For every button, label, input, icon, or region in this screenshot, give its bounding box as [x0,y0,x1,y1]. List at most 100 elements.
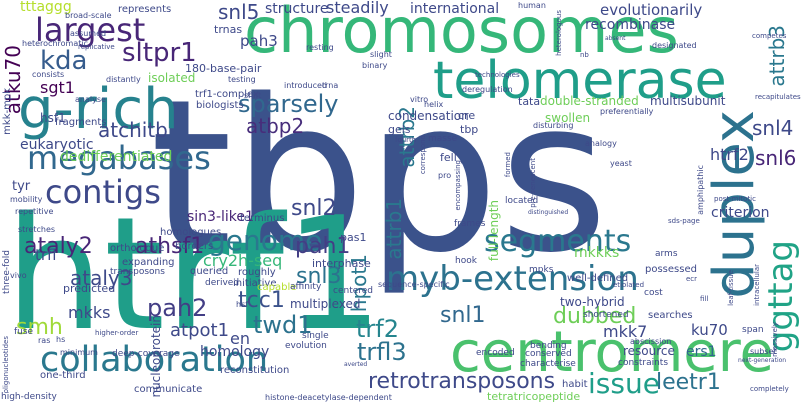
word-formed: formed [505,152,512,177]
word-tbp: tbp [460,124,478,135]
word-testing: testing [228,76,256,84]
word-averted: averted [344,362,367,368]
word-heterologous: heterologous [556,10,563,56]
word-orthologue: orthologue [110,244,164,254]
word-human: human [518,2,546,10]
word-tyr: tyr [12,180,30,193]
word-introduced: introduced [284,82,327,90]
word-180-base-pair: 180-base-pair [185,63,261,74]
word-ku70: ku70 [691,323,728,338]
word-binary: binary [362,62,387,70]
word-affinity: affinity [290,283,321,292]
word-post-mitotic: post-mitotic [714,196,756,203]
word-pre-senescent: pre-senescent [530,158,537,208]
word-biologists: biologists [196,101,244,111]
word-sgt1: sgt1 [40,80,75,96]
word-dedifferentiated: dedifferentiated [60,150,172,164]
word-trna: trna [322,82,338,90]
word-predicted: predicted [63,283,115,294]
word-pah3: pah3 [240,34,278,49]
word-interphase: interphase [312,258,371,269]
word-possessed: possessed [645,265,697,275]
word-repetitive: repetitive [15,208,53,216]
word-pas1: pas1 [340,232,366,243]
word-higher-order: higher-order [95,330,138,337]
word-fill: fill [700,296,708,303]
word-recapitulates: recapitulates [755,94,801,101]
word-cost: cost [644,289,663,298]
word-ggttag: ggttag [764,240,798,352]
word-tetratricopeptide: tetratricopeptide [487,391,580,402]
word-hook: hook [455,257,477,266]
word-stretches: stretches [18,226,55,234]
word-leetr1: leetr1 [656,372,721,394]
word-resource: resource [623,345,675,357]
word-nb: nb [580,52,589,59]
word-characterise: characterise [520,360,576,369]
word-shortened: shortened [583,311,629,320]
word-single: single [302,332,329,341]
word-distantly: distantly [106,76,141,84]
word-mkk-mpk: mkk-mpk [3,88,13,135]
word-minimum: minimum [60,349,98,357]
word-isolated: isolated [148,72,195,84]
word-abscission: abscission [630,338,671,346]
word-intracellular: intracellular [754,264,761,306]
word-broad-scale: broad-scale [65,12,112,20]
word-communicate: communicate [134,385,202,395]
word-high-density: high-density [1,393,57,402]
word-snl4: snl4 [752,118,793,138]
word-distinguished: distinguished [528,210,568,216]
word-searches: searches [648,311,693,321]
word-evolutionarily: evolutionarily [600,3,702,18]
word-tata: tata [518,96,540,107]
word-hsf: hsf [236,301,248,309]
word-atpot1: atpot1 [170,322,229,340]
word-correspond: correspond [420,135,427,174]
word-derived: derived [205,279,239,288]
word-assumed: assumed [70,30,106,38]
word-constraints: constraints [618,359,668,368]
word-trnas: trnas [214,24,242,35]
word-massively: massively [772,322,779,357]
word-terminus: terminus [240,214,284,224]
word-competes: competes [752,33,786,40]
word-multisubunit: multisubunit [650,95,725,107]
word-centered: centered [333,287,373,296]
word-ecr: ecr [686,276,697,283]
word-structure: structure [265,2,329,16]
word-technologies: technologies [475,72,520,79]
word-international: international [410,2,499,16]
word-two-hybrid: two-hybrid [560,296,625,308]
word-issue: issue [588,370,660,398]
word-fragments: fragments [55,118,106,128]
word-mkkks: mkkks [574,246,619,260]
word-masse: masse [428,135,457,144]
word-slight: slight [370,51,392,59]
word-resting: resting [306,44,334,52]
word-mkks: mkks [68,305,110,321]
word-roughly: roughly [238,268,276,278]
word-tttaggg: tttaggg [20,0,72,14]
word-designated: designated [652,42,697,50]
word-snl1: snl1 [440,305,486,327]
word-yeast: yeast [610,160,632,168]
word-histone-deacetylase-dependent: histone-deacetylase-dependent [265,394,392,402]
word-transposons: transposons [110,268,165,277]
word-gels: gels [388,124,411,135]
word-condensation: condensation [388,110,469,122]
word-represents: represents [118,5,171,15]
word-atchitb: atchitb [98,120,168,140]
word-encoded: encoded [476,349,515,358]
word-conserved: conserved [525,350,572,359]
word-cre: cre [458,110,475,121]
word-homology: homology [200,345,269,359]
word-multiplexed: multiplexed [290,298,361,310]
word-absent: absent [605,36,625,42]
word-oligonucleotides: oligonucleotides [3,336,10,393]
word-pro: pro [438,172,451,180]
word-next-generation: next-generation [738,358,786,364]
word-vivo: vivo [10,272,27,280]
word-steadily: steadily [326,0,389,16]
